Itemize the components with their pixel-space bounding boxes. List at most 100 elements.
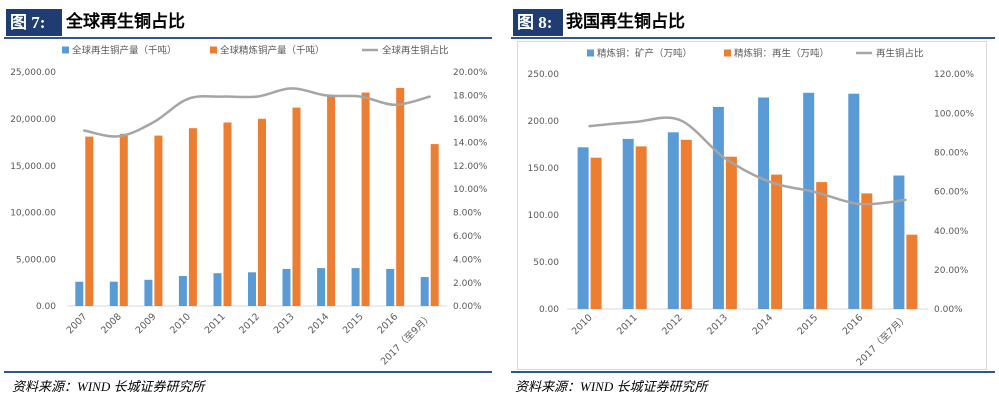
legend-swatch-series-0 (587, 49, 594, 57)
y2-axis-tick-label: 120.00% (934, 70, 974, 80)
bar-series0-2 (667, 132, 679, 309)
x-axis-tick-label: 2011 (203, 311, 228, 336)
figure-label: 图 7: (6, 9, 62, 36)
y-axis-tick-label: 250.00 (528, 70, 560, 80)
x-axis-tick-label: 2016 (375, 311, 400, 336)
bar-series1-3 (725, 156, 737, 309)
figure-title: 我国再生铜占比 (566, 12, 685, 32)
figure-7-panel: 图 7: 全球再生铜占比 全球再生铜产量（千吨） 全球精炼铜产量（千吨） 全球再生铜… (0, 0, 497, 402)
bar-series1-10 (430, 144, 439, 306)
bar-series1-4 (223, 122, 232, 306)
x-axis-tick-label: 2010 (570, 312, 595, 337)
y2-axis-tick-label: 80.00% (934, 148, 969, 158)
bar-series0-6 (282, 269, 291, 306)
figure-8-panel: 图 8: 我国再生铜占比 精炼铜：矿产（万吨） 精炼铜：再生（万吨） 再生铜占比 0.… (507, 0, 999, 402)
x-axis-tick-label: 2015 (795, 312, 820, 337)
bar-series1-8 (361, 92, 370, 306)
x-axis-tick-label: 2012 (660, 312, 685, 337)
legend-swatch-series-0 (62, 46, 69, 54)
ratio-line-series2 (83, 87, 431, 138)
x-axis-tick-label: 2013 (272, 311, 297, 336)
bar-series1-5 (258, 118, 266, 306)
y-axis-tick-label: 0.00 (539, 305, 559, 315)
bar-series1-0 (590, 157, 602, 309)
legend-label-series-1: 精炼铜：再生（万吨） (734, 47, 829, 59)
bar-series1-1 (635, 146, 647, 309)
y2-axis-tick-label: 100.00% (934, 109, 974, 119)
bar-series0-1 (109, 281, 118, 306)
bar-series0-2 (144, 279, 153, 306)
legend-label-series-1: 全球精炼铜产量（千吨） (220, 44, 325, 56)
bar-series1-2 (680, 139, 692, 309)
bar-series1-6 (861, 193, 873, 309)
bar-series1-1 (119, 133, 128, 306)
x-axis-tick-label: 2011 (615, 312, 640, 337)
bar-series1-7 (327, 96, 336, 306)
bar-series0-4 (758, 97, 770, 309)
y2-axis-tick-label: 14.00% (453, 138, 488, 148)
source-note: 资料来源：WIND 长城证券研究所 (12, 379, 205, 394)
x-axis-tick-label: 2013 (705, 312, 730, 337)
y2-axis-tick-label: 6.00% (453, 232, 482, 242)
source-note: 资料来源：WIND 长城证券研究所 (515, 379, 708, 394)
bar-series1-9 (396, 87, 405, 307)
y2-axis-tick-label: 18.00% (453, 92, 488, 102)
y-axis-tick-label: 25,000.00 (10, 68, 56, 78)
y-axis-tick-label: 200.00 (528, 117, 560, 127)
bar-series0-10 (420, 277, 429, 306)
bar-series0-5 (248, 272, 256, 306)
x-axis-tick-label: 2014 (306, 311, 331, 336)
bar-series1-6 (292, 107, 301, 306)
y-axis-tick-label: 150.00 (528, 164, 560, 174)
x-axis-tick-label: 2008 (99, 311, 124, 336)
x-axis-tick-label: 2010 (168, 311, 193, 336)
y2-axis-tick-label: 12.00% (453, 162, 488, 172)
y2-axis-tick-label: 8.00% (453, 209, 482, 219)
bar-series0-7 (893, 175, 905, 309)
y-axis-tick-label: 10,000.00 (10, 209, 56, 219)
bar-series0-0 (577, 147, 589, 309)
legend-label-series-0: 精炼铜：矿产（万吨） (597, 47, 692, 59)
bar-series0-1 (622, 138, 634, 309)
y2-axis-tick-label: 2.00% (453, 279, 482, 289)
bar-series1-5 (816, 182, 828, 309)
bar-series1-0 (85, 136, 94, 306)
x-axis-tick-label: 2015 (341, 311, 366, 336)
y-axis-tick-label: 50.00 (533, 258, 559, 268)
y2-axis-tick-label: 0.00% (934, 305, 963, 315)
legend-label-series-0: 全球再生铜产量（千吨） (72, 44, 177, 56)
bar-series0-9 (386, 269, 395, 306)
bar-series0-0 (75, 281, 84, 306)
bar-series0-5 (803, 92, 815, 309)
footer-rule (4, 371, 492, 373)
y2-axis-tick-label: 20.00% (453, 68, 488, 78)
header-rule (511, 37, 995, 39)
y2-axis-tick-label: 16.00% (453, 115, 488, 125)
bar-series0-8 (351, 268, 360, 306)
bar-series1-7 (906, 234, 918, 309)
bar-series0-3 (712, 106, 724, 310)
x-axis-tick-label: 2014 (750, 312, 775, 337)
bar-series0-6 (848, 93, 860, 309)
figure-label: 图 8: (513, 9, 563, 36)
footer-rule (511, 371, 995, 373)
x-axis-tick-label: 2016 (841, 312, 866, 337)
x-axis-tick-label: 2009 (134, 311, 159, 336)
y-axis-tick-label: 0.00 (36, 302, 56, 312)
bar-series0-4 (213, 273, 222, 306)
bar-series1-3 (188, 128, 197, 306)
bar-series0-3 (178, 276, 187, 306)
y2-axis-tick-label: 10.00% (453, 185, 488, 195)
legend-label-series-2: 再生铜占比 (876, 47, 924, 59)
global-recycled-copper-chart: 全球再生铜产量（千吨） 全球精炼铜产量（千吨） 全球再生铜占比 0.00 5,000.0… (10, 44, 488, 367)
figure-title: 全球再生铜占比 (66, 12, 185, 32)
y-axis-tick-label: 15,000.00 (10, 162, 56, 172)
bar-series1-4 (771, 174, 783, 309)
bar-series1-2 (154, 135, 163, 306)
x-axis-tick-label: 2012 (237, 311, 262, 336)
legend-swatch-series-1 (724, 49, 731, 57)
y-axis-tick-label: 20,000.00 (10, 115, 56, 125)
y2-axis-tick-label: 4.00% (453, 255, 482, 265)
bar-series0-7 (317, 268, 326, 306)
china-recycled-copper-chart: 精炼铜：矿产（万吨） 精炼铜：再生（万吨） 再生铜占比 0.00 50.00 100.00… (517, 41, 987, 370)
